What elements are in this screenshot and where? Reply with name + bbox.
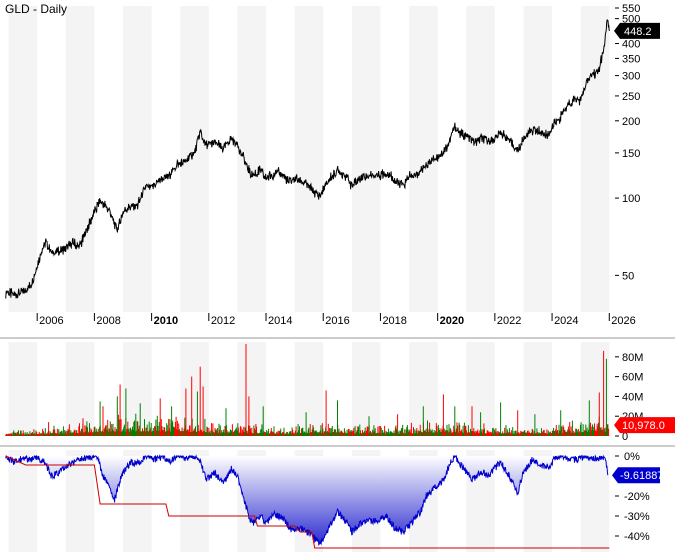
price-tick-label: 300 — [622, 71, 640, 83]
year-band — [65, 6, 95, 312]
price-tick-label: 100 — [622, 193, 640, 205]
year-band — [237, 6, 267, 312]
year-band — [294, 342, 324, 436]
price-tick-label: 250 — [622, 91, 640, 103]
year-band — [123, 342, 152, 436]
x-tick-label: 2022 — [497, 315, 521, 327]
year-band — [180, 6, 209, 312]
x-tick-label: 2018 — [382, 315, 406, 327]
drawdown-line — [5, 454, 609, 547]
year-band — [523, 342, 553, 436]
drawdown-tick-label: 0% — [624, 451, 640, 463]
year-band — [123, 450, 152, 552]
year-band — [523, 6, 553, 312]
drawdown-last-value-label: -9.61887 — [620, 470, 663, 482]
x-tick-label: 2016 — [325, 315, 349, 327]
drawdown-tick-label: -20% — [624, 491, 650, 503]
year-band — [580, 450, 610, 552]
x-tick-label: 2026 — [611, 315, 635, 327]
x-tick-label: 2024 — [554, 315, 578, 327]
price-line — [5, 19, 610, 299]
volume-tick-label: 60M — [622, 372, 643, 384]
volume-panel — [5, 344, 610, 436]
year-band — [466, 6, 495, 312]
x-tick-label: 2010 — [154, 315, 178, 327]
x-tick-label: 2020 — [440, 315, 464, 327]
year-band — [580, 6, 610, 312]
price-tick-label: 400 — [622, 39, 640, 51]
year-bands — [8, 6, 610, 552]
x-tick-label: 2012 — [211, 315, 235, 327]
price-last-value-label: 448.2 — [624, 26, 652, 38]
x-tick-label: 2008 — [96, 315, 120, 327]
price-tick-label: 50 — [622, 270, 634, 282]
year-band — [65, 342, 95, 436]
price-last-value-tag — [614, 22, 660, 39]
year-band — [580, 342, 610, 436]
volume-tick-label: 80M — [622, 352, 643, 364]
year-band — [351, 342, 381, 436]
drawdown-area — [5, 456, 608, 545]
price-tick-label: 200 — [622, 116, 640, 128]
drawdown-tick-label: -40% — [624, 531, 650, 543]
price-panel — [5, 19, 610, 299]
drawdown-tick-label: -30% — [624, 511, 650, 523]
chart-title: GLD - Daily — [5, 2, 67, 16]
volume-tick-label: 0 — [622, 431, 628, 443]
year-band — [123, 6, 152, 312]
year-band — [8, 342, 38, 436]
price-tick-label: 150 — [622, 148, 640, 160]
chart-axes: 50100150200250300350400450500550448.2200… — [0, 3, 675, 543]
drawdown-panel — [5, 454, 610, 549]
year-band — [8, 450, 38, 552]
x-tick-label: 2014 — [268, 315, 292, 327]
year-band — [294, 6, 324, 312]
max-drawdown-line — [5, 455, 610, 549]
volume-last-value-tag — [614, 417, 675, 434]
year-band — [351, 6, 381, 312]
price-tick-label: 350 — [622, 53, 640, 65]
year-band — [8, 6, 38, 312]
x-tick-label: 2006 — [39, 315, 63, 327]
volume-tick-label: 40M — [622, 391, 643, 403]
price-tick-label: 550 — [622, 3, 640, 15]
drawdown-last-value-tag — [612, 467, 660, 484]
price-tick-label: 500 — [622, 14, 640, 26]
year-band — [237, 342, 267, 436]
volume-last-value-label: 10,978.0 — [622, 420, 665, 432]
